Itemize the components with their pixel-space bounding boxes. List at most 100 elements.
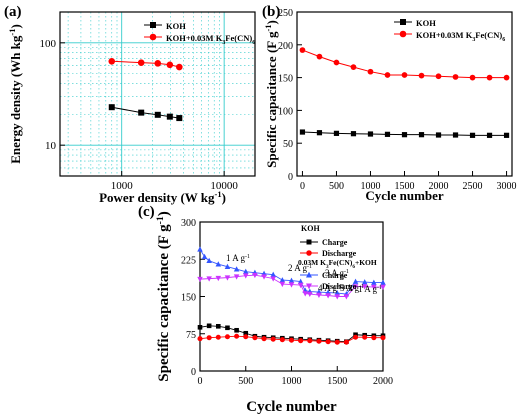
data-point (452, 132, 459, 138)
data-point (166, 113, 173, 120)
rate-annotation: 2 A g-1 (288, 263, 312, 273)
x-tick-label: 500 (238, 376, 253, 387)
panel-c-chart: 0 500 1000 1500 2000 0 75 150 225 300 Cycle number… (155, 211, 394, 415)
y-tick-label: 250 (278, 8, 293, 19)
data-point (261, 274, 267, 280)
data-point (225, 325, 230, 331)
y-axis-label: Energy density (Wh kg-1) (7, 24, 23, 164)
data-point (352, 284, 359, 290)
data-point (418, 72, 425, 79)
series-line-3 (199, 274, 383, 297)
data-point (350, 64, 357, 70)
data-point (452, 74, 459, 80)
legend-marker (150, 22, 156, 28)
data-point (206, 276, 212, 282)
legend-marker (306, 271, 312, 278)
data-point (242, 268, 249, 274)
data-point (108, 57, 116, 65)
data-point (197, 324, 203, 330)
data-point (371, 279, 377, 285)
legend-marker (400, 19, 406, 25)
data-point (279, 337, 285, 343)
data-point (216, 324, 221, 329)
data-point (166, 61, 174, 69)
x-tick-label: 500 (329, 181, 344, 192)
data-point (325, 339, 331, 345)
data-point (176, 115, 183, 122)
data-point (361, 284, 368, 290)
data-point (352, 278, 359, 284)
data-point (224, 263, 231, 269)
y-tick-label: 0 (191, 367, 196, 378)
data-point (297, 278, 304, 284)
data-point (435, 73, 442, 80)
data-point (215, 334, 221, 340)
data-point (224, 334, 230, 340)
data-point (224, 275, 231, 281)
data-point (108, 104, 115, 111)
data-point (380, 284, 386, 291)
panel-a-label: (a) (4, 4, 22, 20)
legend-label: Discharge (322, 249, 357, 258)
x-tick-label: 10000 (210, 180, 238, 192)
data-point (288, 282, 295, 288)
data-point (261, 336, 267, 342)
data-point (201, 253, 208, 260)
x-tick-label: 2000 (429, 181, 449, 192)
data-point (252, 272, 258, 279)
data-point (401, 72, 408, 78)
legend-label: Discharge (322, 282, 357, 291)
data-point (503, 74, 510, 81)
data-point (367, 131, 374, 137)
data-point (233, 274, 240, 280)
data-point (206, 257, 212, 264)
data-point (243, 330, 249, 336)
rate-annotation: 5 A g-1 (340, 283, 364, 293)
data-point (279, 277, 286, 283)
data-point (297, 282, 304, 289)
y-tick-label: 10 (45, 140, 57, 152)
data-point (234, 327, 239, 333)
data-point (316, 338, 322, 344)
y-axis-label: Specific capacitance (F g-1) (155, 211, 173, 381)
x-axis-label: Cycle number (365, 188, 444, 203)
data-point (435, 132, 442, 138)
x-tick-label: 1000 (111, 180, 134, 192)
y-tick-label: 150 (278, 74, 293, 85)
x-tick-label: 0 (300, 181, 305, 192)
data-point (197, 336, 203, 342)
data-point (234, 333, 240, 339)
x-tick-label: 1500 (327, 376, 347, 387)
data-point (288, 277, 295, 283)
y-tick-label: 150 (181, 293, 196, 304)
legend-marker (306, 283, 312, 290)
data-point (486, 132, 493, 138)
data-point (206, 335, 212, 341)
data-point (469, 74, 476, 81)
panel-c-label: (c) (138, 204, 155, 220)
x-tick-label: 1000 (282, 376, 302, 387)
data-point (380, 279, 386, 285)
data-point (343, 294, 350, 300)
legend-label: KOH (166, 21, 186, 31)
x-axis-label: Power density (W kg-1) (99, 189, 226, 205)
y-tick-label: 300 (181, 218, 196, 229)
panel-a-chart: 1000 10000 10 100 Power density (W kg-1) Ener… (7, 11, 256, 205)
y-tick-label: 225 (181, 255, 196, 266)
legend-label: KOH (416, 18, 436, 28)
rate-annotation: 4 A g-1 (318, 283, 342, 293)
data-point (206, 323, 212, 329)
data-point (138, 109, 145, 116)
x-tick-label: 3000 (497, 181, 517, 192)
legend-label: KOH+0.03M K3Fe(CN)6 (416, 30, 505, 43)
data-point (197, 276, 203, 283)
legend-marker (399, 30, 407, 38)
legend-label: Charge (322, 271, 348, 280)
data-point (270, 271, 276, 277)
rate-annotation: 1 A g-1 (226, 253, 250, 263)
data-point (333, 59, 340, 66)
data-point (243, 334, 249, 340)
data-point (333, 130, 340, 136)
data-point (334, 294, 341, 300)
data-point (288, 337, 295, 343)
